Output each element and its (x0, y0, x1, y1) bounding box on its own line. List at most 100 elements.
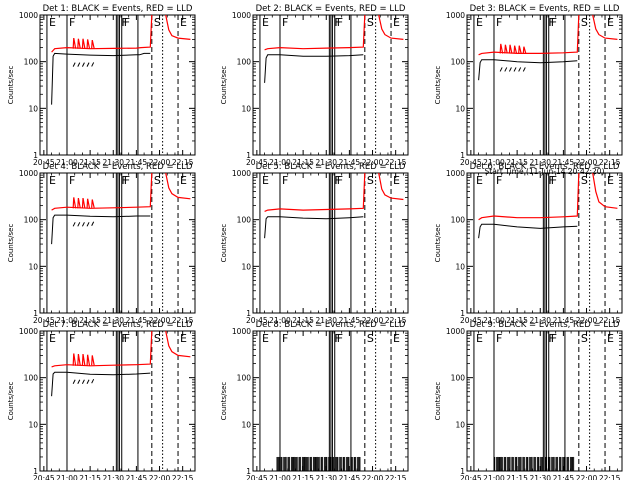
lld-spike (508, 44, 513, 54)
event-marker-label: E (393, 174, 400, 187)
event-marker-label: E (180, 16, 187, 29)
event-marker-label: S (581, 332, 588, 345)
events-spike (72, 222, 76, 227)
y-tick-label: 100 (451, 216, 466, 225)
x-tick-label: 21:00 (483, 158, 505, 167)
y-tick-label: 1000 (232, 327, 251, 336)
lld-series-line (264, 14, 404, 51)
events-series-line (51, 214, 151, 245)
panel-det-2: Det 2: BLACK = Events, RED = LLD 1 10 100 10… (220, 4, 409, 167)
y-tick-label: 10 (455, 104, 465, 113)
y-tick-label: 1 (460, 151, 465, 160)
y-tick-label: 1 (246, 151, 251, 160)
x-tick-label: 22:00 (149, 316, 171, 325)
events-series-line (51, 371, 151, 397)
y-axis-label: Counts/sec (434, 66, 442, 105)
x-tick-label: 20:45 (33, 158, 55, 167)
panel-title: Det 3: BLACK = Events, RED = LLD (470, 4, 620, 14)
events-series-line (264, 54, 364, 83)
lld-spike (86, 198, 91, 209)
events-spike (77, 222, 81, 227)
y-tick-label: 1000 (446, 327, 465, 336)
event-marker-label: F (548, 332, 554, 345)
x-tick-label: 21:45 (126, 474, 148, 480)
y-tick-label: 10 (28, 104, 38, 113)
events-spike (81, 222, 85, 227)
y-tick-label: 1 (33, 309, 38, 318)
x-tick-label: 21:45 (339, 474, 361, 480)
y-tick-label: 100 (237, 58, 252, 67)
panel-title: Det 5: BLACK = Events, RED = LLD (256, 162, 406, 172)
y-axis-label: Counts/sec (434, 382, 442, 421)
events-spike (508, 67, 512, 72)
x-tick-label: 21:15 (79, 158, 101, 167)
x-tick-label: 21:00 (56, 158, 78, 167)
lld-series-line (51, 14, 191, 53)
event-marker-label: E (262, 174, 269, 187)
events-spike (72, 62, 76, 67)
x-tick-label: 21:45 (553, 316, 575, 325)
x-tick-label: 21:30 (315, 474, 337, 480)
event-marker-label: F (121, 174, 127, 187)
x-tick-label: 22:15 (172, 474, 194, 480)
event-marker-label: E (607, 332, 614, 345)
event-marker-label: E (180, 332, 187, 345)
x-tick-label: 21:30 (529, 158, 551, 167)
x-tick-label: 22:15 (599, 316, 621, 325)
lld-spike (81, 353, 86, 366)
x-tick-label: 21:15 (292, 316, 314, 325)
y-tick-label: 1000 (19, 169, 38, 178)
panel-det-7: Det 7: BLACK = Events, RED = LLD 1 10 100 10… (7, 320, 196, 480)
y-tick-label: 100 (451, 374, 466, 383)
event-marker-label: E (262, 16, 269, 29)
events-spike (81, 379, 85, 384)
y-tick-label: 10 (28, 262, 38, 271)
x-tick-label: 21:00 (269, 316, 291, 325)
y-tick-label: 100 (24, 58, 39, 67)
events-spike (86, 379, 90, 384)
x-tick-label: 22:00 (362, 158, 384, 167)
panels-container: Det 1: BLACK = Events, RED = LLD 1 10 100 10… (7, 4, 623, 480)
x-tick-label: 21:30 (315, 158, 337, 167)
events-spike (513, 67, 517, 72)
events-spike (86, 62, 90, 67)
y-tick-label: 1000 (446, 11, 465, 20)
event-marker-label: S (581, 174, 588, 187)
x-tick-label: 22:15 (599, 474, 621, 480)
y-tick-label: 1 (460, 309, 465, 318)
lld-spike (522, 46, 527, 54)
x-tick-label: 21:30 (102, 158, 124, 167)
events-spike (86, 222, 90, 227)
x-tick-label: 22:00 (576, 158, 598, 167)
event-marker-label: E (49, 332, 56, 345)
x-tick-label: 22:15 (385, 474, 407, 480)
y-tick-label: 10 (28, 420, 38, 429)
event-marker-label: F (124, 174, 130, 187)
event-marker-label: E (180, 174, 187, 187)
event-marker-label: F (496, 174, 502, 187)
y-tick-label: 1 (460, 467, 465, 476)
x-tick-label: 22:15 (172, 158, 194, 167)
lld-spike (72, 197, 77, 209)
lld-spike (77, 353, 81, 366)
event-marker-label: S (581, 16, 588, 29)
y-axis-label: Counts/sec (7, 382, 15, 421)
event-marker-label: S (367, 332, 374, 345)
events-spike (77, 62, 81, 67)
lld-series-line (51, 330, 191, 368)
y-axis-label: Counts/sec (220, 66, 228, 105)
event-marker-label: F (124, 332, 130, 345)
y-tick-label: 1000 (446, 169, 465, 178)
x-tick-label: 21:30 (315, 316, 337, 325)
lld-series-line (478, 14, 618, 56)
y-tick-label: 1 (33, 151, 38, 160)
y-tick-label: 10 (455, 262, 465, 271)
lld-spike (86, 354, 91, 366)
y-axis-label: Counts/sec (434, 224, 442, 263)
events-spike (91, 221, 95, 226)
event-marker-label: S (154, 174, 161, 187)
y-tick-label: 100 (237, 374, 252, 383)
panel-title: Det 4: BLACK = Events, RED = LLD (43, 162, 193, 172)
